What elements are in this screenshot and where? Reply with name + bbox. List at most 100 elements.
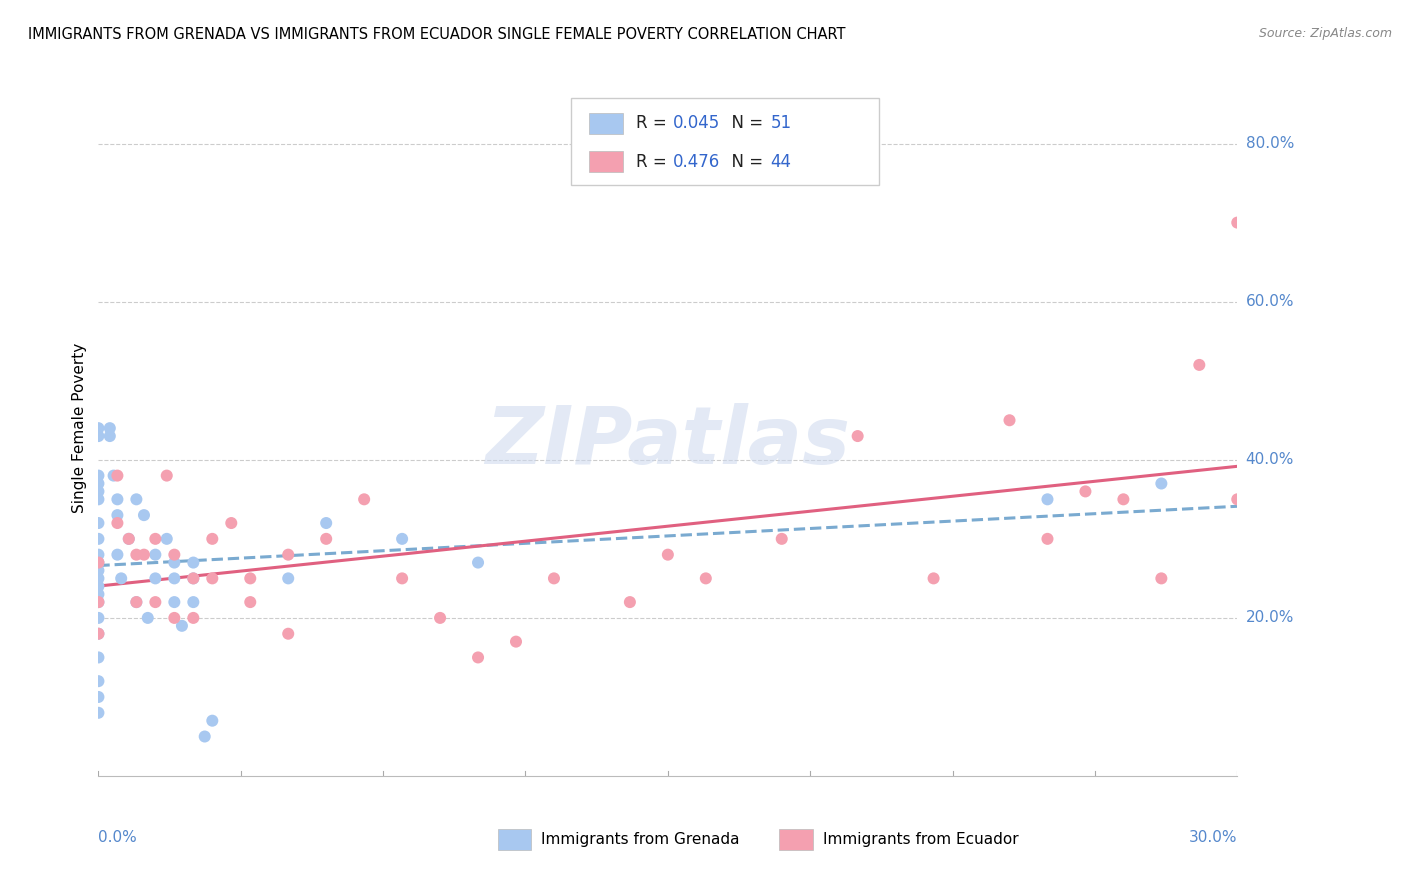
Point [277, 548, 299, 562]
Point [846, 429, 869, 443]
Point [391, 571, 413, 585]
Point [125, 595, 148, 609]
Point [107, 508, 129, 523]
Point [239, 571, 262, 585]
Text: 80.0%: 80.0% [1246, 136, 1294, 151]
Point [87, 650, 110, 665]
Point [103, 468, 125, 483]
Point [201, 532, 224, 546]
Text: Immigrants from Ecuador: Immigrants from Ecuador [823, 832, 1018, 847]
Point [1074, 484, 1097, 499]
Point [183, 571, 205, 585]
Point [467, 650, 489, 665]
Point [505, 634, 527, 648]
Point [118, 532, 141, 546]
Point [87, 532, 110, 546]
Text: IMMIGRANTS FROM GRENADA VS IMMIGRANTS FROM ECUADOR SINGLE FEMALE POVERTY CORRELA: IMMIGRANTS FROM GRENADA VS IMMIGRANTS FR… [28, 27, 845, 42]
Point [87, 611, 110, 625]
Point [695, 571, 717, 585]
Point [145, 571, 167, 585]
Point [87, 571, 110, 585]
Point [87, 556, 110, 570]
Point [87, 674, 110, 689]
Point [145, 532, 167, 546]
Point [87, 548, 110, 562]
Y-axis label: Single Female Poverty: Single Female Poverty [72, 343, 87, 513]
Point [136, 611, 159, 625]
Point [87, 476, 110, 491]
Text: 0.476: 0.476 [672, 153, 720, 170]
Text: Immigrants from Grenada: Immigrants from Grenada [541, 832, 740, 847]
Point [87, 564, 110, 578]
Point [125, 595, 148, 609]
Point [87, 516, 110, 530]
Point [183, 611, 205, 625]
Point [201, 571, 224, 585]
Point [194, 730, 217, 744]
Point [315, 532, 337, 546]
Text: R =: R = [636, 153, 672, 170]
Point [1112, 492, 1135, 507]
Point [353, 492, 375, 507]
Text: 40.0%: 40.0% [1246, 452, 1294, 467]
Text: 0.0%: 0.0% [98, 830, 138, 845]
Point [315, 516, 337, 530]
Point [1226, 216, 1249, 230]
Point [543, 571, 565, 585]
Point [87, 595, 110, 609]
Point [87, 492, 110, 507]
Point [277, 626, 299, 640]
Point [1150, 571, 1173, 585]
Text: ZIPatlas: ZIPatlas [485, 403, 851, 481]
Point [998, 413, 1021, 427]
Point [132, 548, 155, 562]
Point [221, 516, 243, 530]
Text: 44: 44 [770, 153, 792, 170]
Point [87, 626, 110, 640]
Point [429, 611, 451, 625]
Point [87, 626, 110, 640]
Point [87, 484, 110, 499]
Point [239, 595, 262, 609]
Point [391, 532, 413, 546]
Point [1226, 492, 1249, 507]
Point [87, 468, 110, 483]
Point [145, 595, 167, 609]
Point [1036, 492, 1059, 507]
Point [87, 429, 110, 443]
Text: Source: ZipAtlas.com: Source: ZipAtlas.com [1258, 27, 1392, 40]
Point [107, 516, 129, 530]
Point [163, 611, 186, 625]
Text: R =: R = [636, 114, 672, 132]
Text: 30.0%: 30.0% [1189, 830, 1237, 845]
Point [201, 714, 224, 728]
Point [163, 595, 186, 609]
Point [145, 548, 167, 562]
Point [87, 579, 110, 593]
Point [110, 571, 132, 585]
Point [156, 468, 179, 483]
Point [1036, 532, 1059, 546]
Point [107, 468, 129, 483]
Text: N =: N = [721, 153, 769, 170]
Point [125, 548, 148, 562]
Point [619, 595, 641, 609]
Point [87, 706, 110, 720]
Point [770, 532, 793, 546]
Text: 20.0%: 20.0% [1246, 610, 1294, 625]
Point [163, 571, 186, 585]
Point [657, 548, 679, 562]
Point [107, 492, 129, 507]
Point [1188, 358, 1211, 372]
FancyBboxPatch shape [571, 98, 879, 185]
Text: 51: 51 [770, 114, 792, 132]
Point [125, 492, 148, 507]
Point [87, 690, 110, 704]
Point [183, 571, 205, 585]
Point [922, 571, 945, 585]
Point [132, 508, 155, 523]
Point [118, 532, 141, 546]
Point [170, 619, 193, 633]
Point [156, 532, 179, 546]
Point [107, 548, 129, 562]
